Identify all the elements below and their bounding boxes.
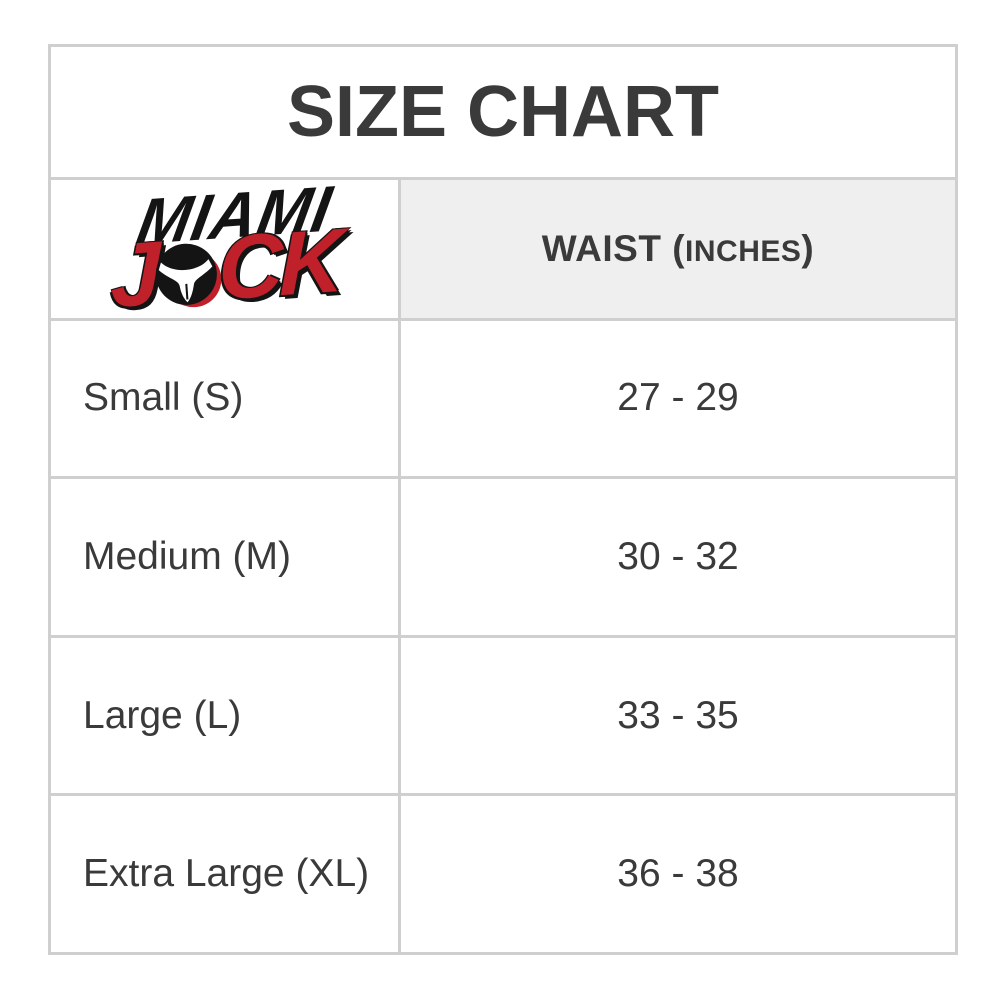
logo-letters-ck: CK (218, 210, 341, 320)
waist-header-text: WAIST ( (541, 228, 686, 269)
header-row: MIAMI J CK (48, 172, 958, 328)
waist-value: 27 - 29 (398, 317, 958, 480)
title-row: SIZE CHART (48, 43, 958, 181)
logo-letter-j: J (111, 223, 158, 328)
table-row-large: Large (L) 33 - 35 (48, 634, 958, 797)
miami-jock-logo: MIAMI J CK (105, 172, 344, 328)
waist-value: 30 - 32 (398, 476, 958, 638)
jockstrap-o-icon (152, 239, 225, 312)
size-label: Large (L) (48, 634, 401, 797)
chart-title: SIZE CHART (48, 43, 958, 181)
table-row-small: Small (S) 27 - 29 (48, 317, 958, 480)
waist-header-close: ) (801, 228, 815, 269)
waist-value: 33 - 35 (398, 634, 958, 797)
table-row-medium: Medium (M) 30 - 32 (48, 476, 958, 638)
waist-column-header: WAIST (INCHES) (398, 177, 958, 321)
size-label: Medium (M) (48, 476, 401, 638)
size-label: Small (S) (48, 317, 401, 480)
size-chart-table: SIZE CHART MIAMI J (48, 43, 958, 955)
size-chart-container: SIZE CHART MIAMI J (48, 43, 958, 955)
size-label: Extra Large (XL) (48, 793, 401, 955)
brand-logo-cell: MIAMI J CK (48, 172, 401, 328)
logo-text-jock: J CK (108, 210, 344, 328)
waist-value: 36 - 38 (398, 793, 958, 955)
table-row-extra-large: Extra Large (XL) 36 - 38 (48, 793, 958, 955)
waist-header-unit: INCHES (685, 235, 802, 268)
